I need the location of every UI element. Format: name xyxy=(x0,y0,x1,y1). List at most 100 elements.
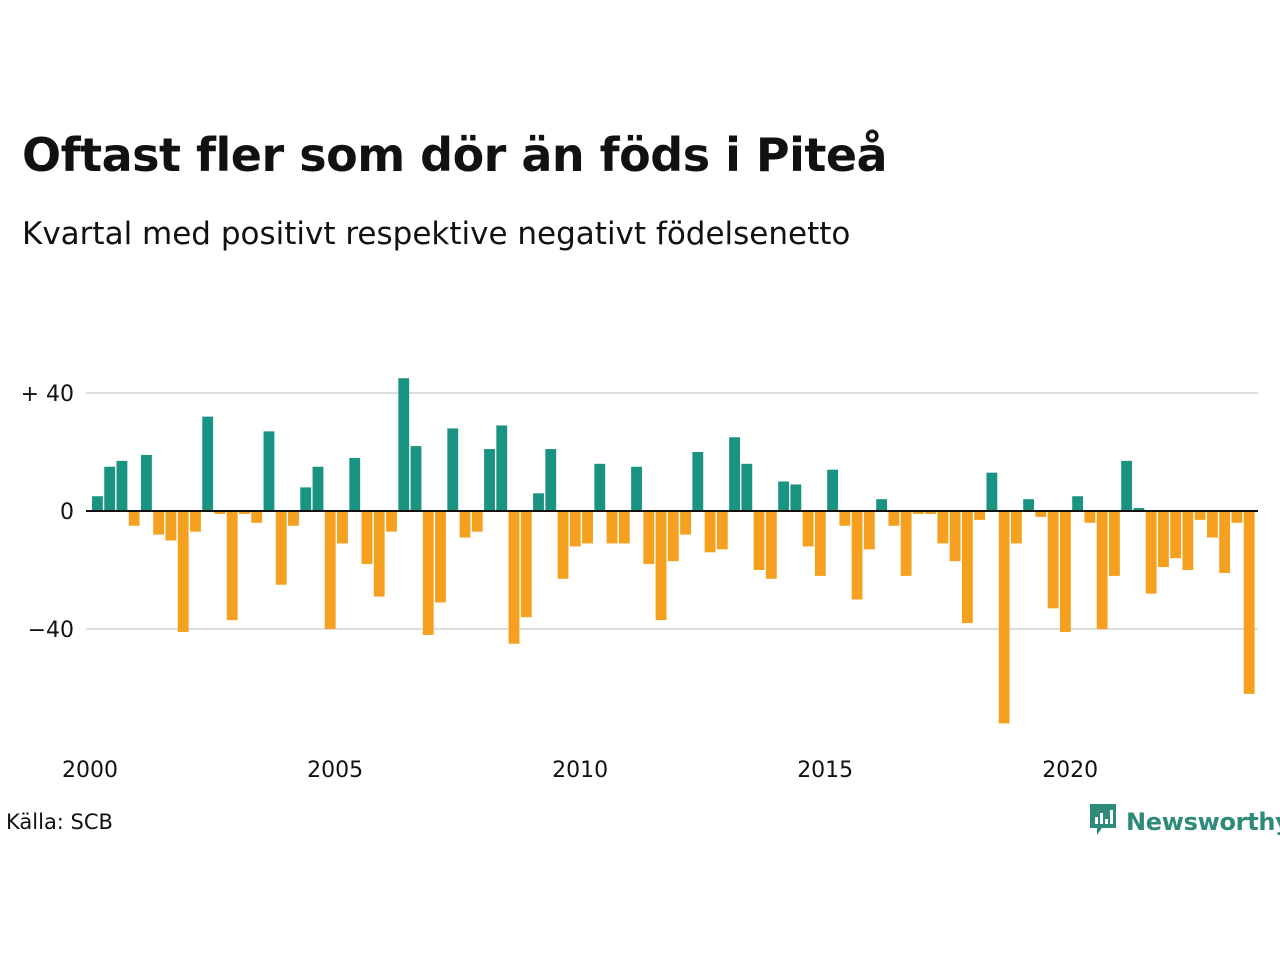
bar-negative xyxy=(1047,511,1059,609)
axes: + 40 0 −40 2000 2005 2010 2015 2020 xyxy=(21,382,1258,783)
bar-negative xyxy=(606,511,618,544)
chart-title: Oftast fler som dör än föds i Piteå xyxy=(22,128,888,182)
bar-negative xyxy=(251,511,263,523)
x-tick-label: 2005 xyxy=(307,758,363,783)
bar-negative xyxy=(520,511,532,618)
bar-positive xyxy=(300,487,312,511)
bar-positive xyxy=(790,484,802,511)
bar-positive xyxy=(202,416,214,511)
bar-negative xyxy=(961,511,973,624)
bar-positive xyxy=(104,466,116,511)
bar-negative xyxy=(802,511,814,547)
bar-negative xyxy=(925,511,937,514)
bar-positive xyxy=(1023,499,1035,511)
bar-positive xyxy=(1121,460,1133,511)
bar-negative xyxy=(1182,511,1194,570)
y-tick-label: −40 xyxy=(28,618,74,643)
bar-positive xyxy=(1072,496,1084,511)
bar-negative xyxy=(1243,511,1255,694)
bar-negative xyxy=(1010,511,1022,544)
x-tick-label: 2010 xyxy=(552,758,608,783)
bar-negative xyxy=(1084,511,1096,523)
bar-negative xyxy=(1157,511,1169,568)
bar-negative xyxy=(177,511,189,632)
source-note: Källa: SCB xyxy=(6,810,113,834)
bar-negative xyxy=(459,511,471,538)
bar-negative xyxy=(153,511,165,535)
bar-positive xyxy=(116,460,128,511)
bar-negative xyxy=(851,511,863,600)
bar-negative xyxy=(863,511,875,550)
bar-negative xyxy=(422,511,434,635)
bar-positive xyxy=(876,499,888,511)
bar-negative xyxy=(226,511,238,621)
bar-negative xyxy=(618,511,630,544)
bar-negative xyxy=(1231,511,1243,523)
bar-positive xyxy=(533,493,544,511)
bar-positive xyxy=(729,437,740,511)
bar-negative xyxy=(1035,511,1047,517)
y-tick-label: + 40 xyxy=(21,382,74,407)
bar-negative xyxy=(435,511,446,603)
bars xyxy=(92,378,1255,724)
bar-negative xyxy=(937,511,949,544)
bar-positive xyxy=(778,481,789,511)
bar-negative xyxy=(128,511,140,526)
bar-negative xyxy=(386,511,397,532)
bar-negative xyxy=(912,511,924,514)
bar-positive xyxy=(349,457,361,511)
bar-positive xyxy=(631,466,642,511)
bar-negative xyxy=(765,511,777,579)
bar-positive xyxy=(1133,508,1145,511)
bar-negative xyxy=(643,511,655,565)
bar-negative xyxy=(569,511,581,547)
bar-negative xyxy=(814,511,826,576)
bar-negative xyxy=(1219,511,1231,573)
bar-negative xyxy=(471,511,483,532)
bar-negative xyxy=(361,511,373,565)
bar-negative xyxy=(1108,511,1120,576)
bar-positive xyxy=(986,472,998,511)
bar-negative xyxy=(288,511,299,526)
bar-negative xyxy=(974,511,986,520)
bar-positive xyxy=(741,463,753,511)
bar-positive xyxy=(312,466,324,511)
bar-positive xyxy=(692,452,704,511)
bar-negative xyxy=(214,511,226,514)
bar-negative xyxy=(190,511,201,532)
bar-positive xyxy=(484,449,495,511)
bar-negative xyxy=(1170,511,1182,559)
bar-negative xyxy=(888,511,900,526)
bar-negative xyxy=(1096,511,1108,629)
newsworthy-logo-text: Newsworthy xyxy=(1126,808,1280,836)
bar-negative xyxy=(704,511,716,553)
bar-negative xyxy=(839,511,851,526)
bar-positive xyxy=(594,463,606,511)
bar-negative xyxy=(1059,511,1071,632)
bar-negative xyxy=(667,511,679,562)
bar-negative xyxy=(1145,511,1157,594)
bar-negative xyxy=(324,511,336,629)
chart-subtitle: Kvartal med positivt respektive negativt… xyxy=(22,216,851,252)
bar-negative xyxy=(165,511,177,541)
bar-negative xyxy=(680,511,691,535)
bar-negative xyxy=(949,511,961,562)
bar-negative xyxy=(1194,511,1206,520)
bar-negative xyxy=(557,511,569,579)
bar-negative xyxy=(508,511,520,644)
bar-positive xyxy=(410,446,422,511)
newsworthy-logo[interactable]: Newsworthy xyxy=(1088,804,1280,840)
x-tick-label: 2015 xyxy=(797,758,853,783)
bar-negative xyxy=(716,511,728,550)
bar-positive xyxy=(827,469,839,511)
bar-positive xyxy=(92,496,103,511)
bar-negative xyxy=(337,511,348,544)
bar-negative xyxy=(373,511,385,597)
bar-negative xyxy=(275,511,287,585)
bar-negative xyxy=(998,511,1010,724)
bar-positive xyxy=(141,454,152,511)
y-tick-label: 0 xyxy=(60,500,74,525)
bar-negative xyxy=(1206,511,1218,538)
bar-negative xyxy=(655,511,667,621)
